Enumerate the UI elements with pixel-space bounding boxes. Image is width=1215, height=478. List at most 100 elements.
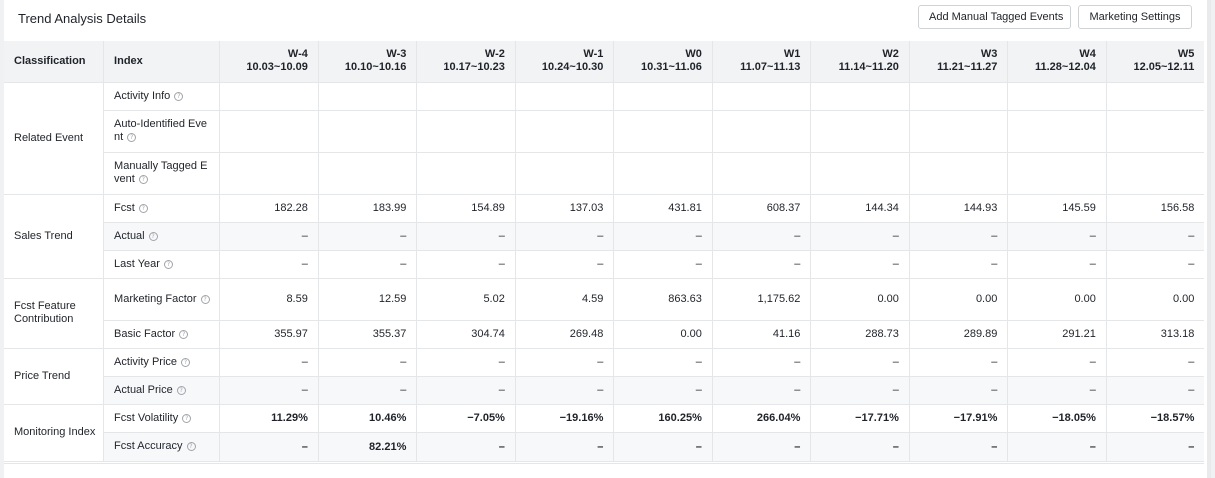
value-cell: – [909,432,1009,462]
value-cell: 41.16 [712,320,812,349]
index-cell: Auto-Identified Event? [103,110,221,153]
value-cell: 266.04% [712,404,812,433]
value-cell: 137.03 [515,194,615,223]
table-row: Fcst Accuracy? –82.21% – – – – – – – – [4,432,1204,462]
value-cell: 182.28 [219,194,319,223]
value-cell: – [712,348,812,377]
vertical-scrollbar[interactable] [1207,0,1211,478]
value-cell: – [318,348,418,377]
index-label: Activity Price [114,355,178,368]
help-icon[interactable]: ? [174,91,184,101]
index-label: Basic Factor [114,327,176,340]
week-date-range: 10.03~10.09 [246,61,308,74]
add-manual-tagged-events-button[interactable]: Add Manual Tagged Events [918,5,1071,29]
week-label: W-3 [386,48,407,61]
help-icon[interactable]: ? [176,385,186,395]
value-cell: 82.21% [318,432,418,462]
value-cell: – [515,222,615,251]
week-label: W3 [980,48,998,61]
help-icon[interactable]: ? [181,357,191,367]
help-icon[interactable]: ? [179,329,189,339]
value-cell: – [613,376,713,405]
value-cell: – [1007,250,1107,279]
value-cell: 10.46% [318,404,418,433]
value-cell [909,152,1009,195]
help-icon[interactable]: ? [148,231,158,241]
value-cell: – [613,348,713,377]
column-header-week: W0 10.31~11.06 [613,41,713,83]
column-header-week: W5 12.05~12.11 [1106,41,1204,83]
value-cell: 304.74 [416,320,516,349]
table-row: Monitoring Index Fcst Volatility? 11.29% 10… [4,404,1204,462]
value-cell: – [712,222,812,251]
value-cell [318,152,418,195]
index-cell: Actual? [103,222,221,251]
value-cell: 8.59 [219,278,319,321]
classification-cell: Related Event [4,82,105,195]
page-title: Trend Analysis Details [18,11,147,26]
table-row: Actual Price? – – – – – – – – – – [4,376,1204,405]
value-cell: – [219,222,319,251]
help-icon[interactable]: ? [200,294,210,304]
value-cell: – [712,376,812,405]
value-cell: −18.05% [1007,404,1107,433]
value-cell: – [219,348,319,377]
value-cell [416,82,516,111]
value-cell: 313.18 [1106,320,1204,349]
column-header-index: Index [103,41,221,83]
index-label: Fcst Volatility [114,411,179,424]
help-icon[interactable]: ? [163,259,173,269]
table-row: Manually Tagged Event? [4,152,1204,195]
value-cell: −19.16% [515,404,615,433]
index-cell: Last Year? [103,250,221,279]
value-cell: – [515,250,615,279]
value-cell: – [515,432,615,462]
value-cell [613,82,713,111]
column-header-week: W4 11.28~12.04 [1007,41,1107,83]
column-header-week: W2 11.14~11.20 [810,41,910,83]
value-cell [219,82,319,111]
value-cell: – [810,348,910,377]
value-cell: – [712,250,812,279]
value-cell: – [909,250,1009,279]
value-cell: – [219,376,319,405]
help-icon[interactable]: ? [138,175,148,184]
help-icon[interactable]: ? [138,203,148,213]
table-row: Sales Trend Fcst? 182.28 183.99 154.89 137.03… [4,194,1204,279]
table-row: Price Trend Activity Price? – – – – – – – – – – [4,348,1204,405]
value-cell [416,152,516,195]
trend-table: Classification Index W-4 10.03~10.09 W-3 10… [4,41,1204,462]
value-cell: – [909,376,1009,405]
help-icon[interactable]: ? [127,133,137,142]
table-row: Last Year? – – – – – – – – – – [4,250,1204,279]
value-cell: 154.89 [416,194,516,223]
trend-table-container[interactable]: Classification Index W-4 10.03~10.09 W-3 10… [4,41,1204,464]
value-cell [416,110,516,153]
index-cell: Manually Tagged Event? [103,152,221,195]
index-label: Actual [114,229,145,242]
value-cell: 0.00 [810,278,910,321]
help-icon[interactable]: ? [186,442,196,451]
value-cell [1106,110,1204,153]
value-cell [810,152,910,195]
table-row: Basic Factor? 355.97 355.37 304.74 269.48 0.0… [4,320,1204,349]
value-cell: – [515,348,615,377]
week-date-range: 11.21~11.27 [937,61,998,74]
value-cell: 608.37 [712,194,812,223]
column-header-week: W-1 10.24~10.30 [515,41,615,83]
column-header-week: W-2 10.17~10.23 [416,41,516,83]
help-icon[interactable]: ? [182,413,192,423]
week-date-range: 10.31~11.06 [640,61,702,74]
value-cell: – [1106,432,1204,462]
value-cell [515,82,615,111]
value-cell: 269.48 [515,320,615,349]
value-cell [219,152,319,195]
value-cell: – [909,222,1009,251]
marketing-settings-button[interactable]: Marketing Settings [1078,5,1192,29]
index-cell: Fcst? [103,194,221,223]
value-cell: – [810,222,910,251]
value-cell: – [515,376,615,405]
value-cell: 5.02 [416,278,516,321]
index-cell: Fcst Volatility? [103,404,221,433]
value-cell: – [613,432,713,462]
